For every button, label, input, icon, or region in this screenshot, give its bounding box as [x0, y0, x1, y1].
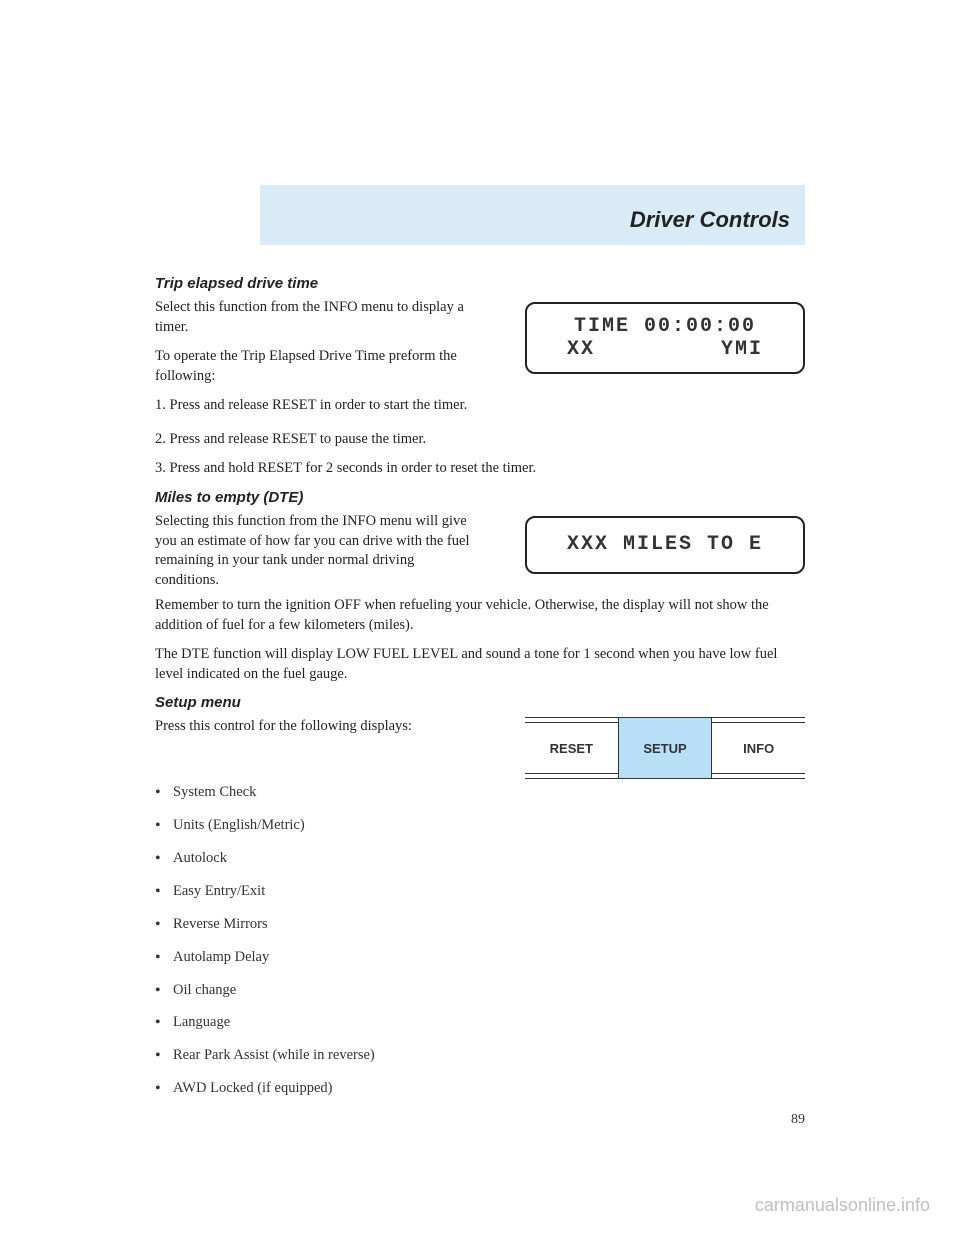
section2-p3: The DTE function will display LOW FUEL L… — [155, 645, 805, 684]
setup-button[interactable]: SETUP — [618, 718, 713, 778]
list-item: AWD Locked (if equipped) — [155, 1079, 805, 1098]
setup-items-list: System Check Units (English/Metric) Auto… — [155, 783, 805, 1097]
section3-p1: Press this control for the following dis… — [155, 717, 480, 737]
section1-p2: To operate the Trip Elapsed Drive Time p… — [155, 347, 480, 386]
page-title: Driver Controls — [630, 207, 790, 233]
list-item: Autolamp Delay — [155, 948, 805, 967]
section2-p1: Selecting this function from the INFO me… — [155, 512, 480, 590]
header-bar: Driver Controls — [260, 185, 805, 245]
list-item: Oil change — [155, 981, 805, 1000]
miles-to-empty-display: XXX MILES TO E — [525, 516, 805, 574]
list-item: Reverse Mirrors — [155, 915, 805, 934]
section1-p3: 1. Press and release RESET in order to s… — [155, 396, 480, 416]
watermark: carmanualsonline.info — [755, 1195, 930, 1216]
list-item: Easy Entry/Exit — [155, 882, 805, 901]
display-line1: TIME 00:00:00 — [527, 315, 803, 338]
display-line2: XX YMI — [527, 338, 803, 361]
section1-row: Select this function from the INFO menu … — [155, 298, 805, 426]
list-item: Language — [155, 1013, 805, 1032]
section2-heading: Miles to empty (DTE) — [155, 489, 805, 506]
section3-heading: Setup menu — [155, 694, 805, 711]
setup-button-panel: RESET SETUP INFO — [525, 717, 805, 779]
trip-timer-display: TIME 00:00:00 XX YMI — [525, 302, 805, 374]
section3-row: Press this control for the following dis… — [155, 717, 805, 779]
section2-row: Selecting this function from the INFO me… — [155, 512, 805, 592]
info-button[interactable]: INFO — [712, 722, 805, 774]
page-number: 89 — [155, 1112, 805, 1128]
section1-p5: 3. Press and hold RESET for 2 seconds in… — [155, 459, 805, 479]
section1-p1: Select this function from the INFO menu … — [155, 298, 480, 337]
section2-p2: Remember to turn the ignition OFF when r… — [155, 596, 805, 635]
reset-button[interactable]: RESET — [525, 722, 618, 774]
section1-p4: 2. Press and release RESET to pause the … — [155, 430, 805, 450]
list-item: System Check — [155, 783, 805, 802]
list-item: Rear Park Assist (while in reverse) — [155, 1046, 805, 1065]
dte-display-text: XXX MILES TO E — [567, 533, 763, 556]
list-item: Units (English/Metric) — [155, 816, 805, 835]
list-item: Autolock — [155, 849, 805, 868]
section1-heading: Trip elapsed drive time — [155, 275, 805, 292]
